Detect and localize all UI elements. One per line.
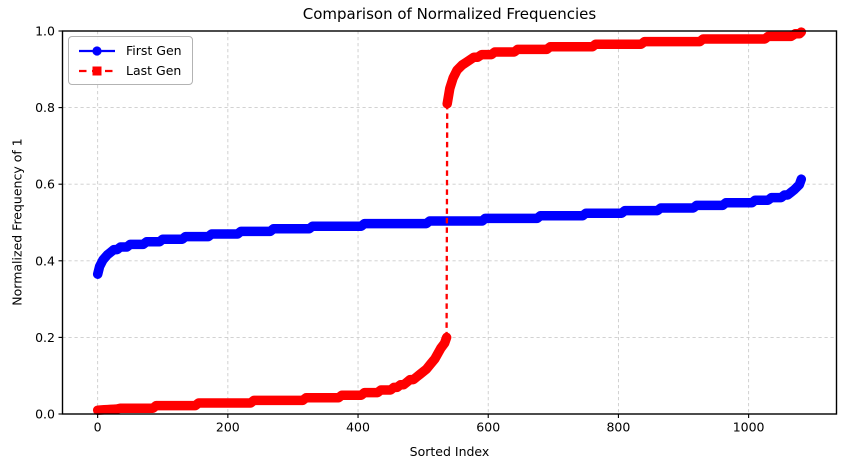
x-axis-label: Sorted Index (409, 444, 490, 459)
x-tick-label: 800 (606, 420, 630, 435)
chart-title: Comparison of Normalized Frequencies (302, 5, 597, 23)
series-last-gen-line (92, 332, 452, 415)
y-tick-label: 1.0 (35, 24, 55, 39)
series-first-gen-line (92, 174, 807, 279)
y-tick-label: 0.0 (35, 407, 55, 422)
series-last-gen-line (442, 27, 807, 109)
axes-box (61, 30, 838, 415)
legend-line-circle-icon (79, 45, 115, 56)
x-tick-label: 400 (346, 420, 370, 435)
series-last-gen-jump-line (445, 103, 449, 338)
legend-label-last-gen: Last Gen (126, 63, 182, 78)
x-tick-label: 1000 (733, 420, 765, 435)
legend-line-square-icon (79, 66, 115, 75)
x-tick-label: 600 (476, 420, 500, 435)
legend-item-first-gen: First Gen (77, 43, 182, 58)
y-tick-label: 0.8 (35, 100, 55, 115)
y-tick-label: 0.2 (35, 330, 55, 345)
legend-label-first-gen: First Gen (126, 43, 182, 58)
x-tick-label: 0 (94, 420, 102, 435)
legend-item-last-gen: Last Gen (77, 63, 182, 78)
y-tick-label: 0.4 (35, 253, 55, 268)
y-tick-label: 0.6 (35, 177, 55, 192)
legend: First Gen Last Gen (68, 36, 193, 85)
x-tick-label: 200 (216, 420, 240, 435)
